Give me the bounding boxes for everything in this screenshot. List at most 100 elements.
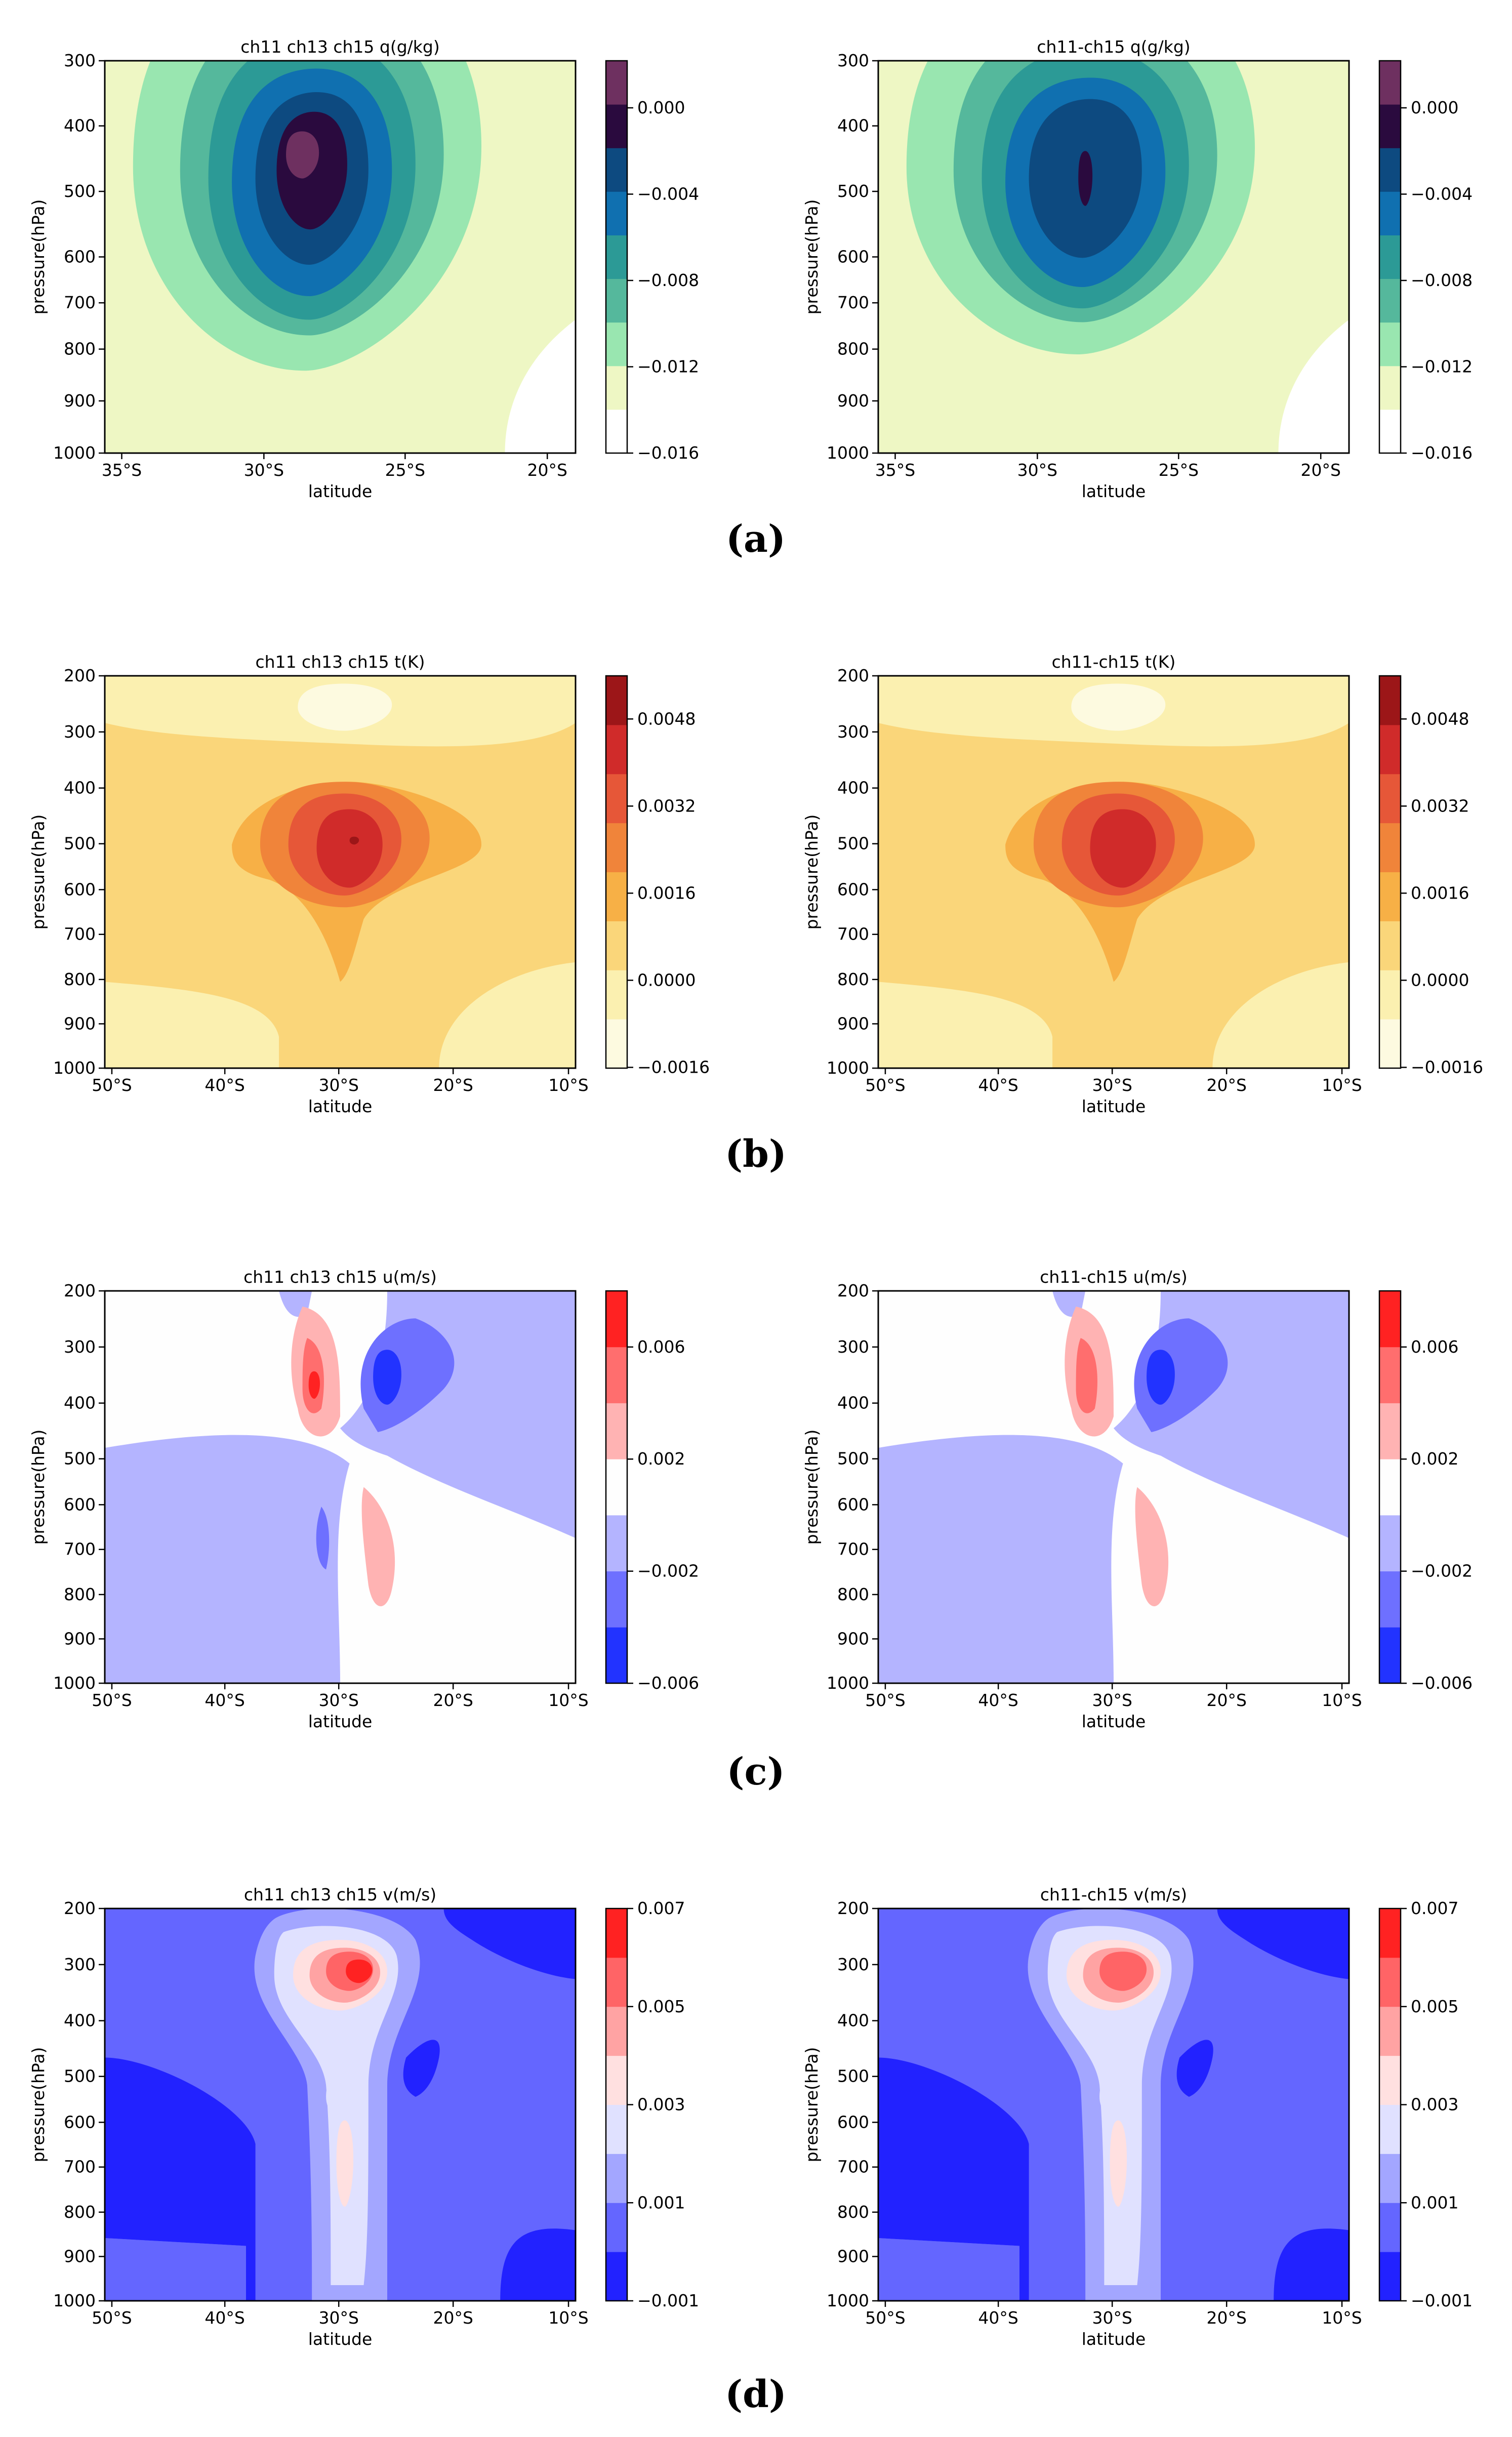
colorbar-tick-label: −0.002 <box>637 1561 699 1581</box>
colorbar-swatch <box>1379 2055 1401 2105</box>
chart-title: ch11-ch15 q(g/kg) <box>1037 37 1190 57</box>
x-axis-label: latitude <box>308 2329 373 2349</box>
y-tick-label: 900 <box>64 391 96 411</box>
colorbar-swatch <box>1379 2104 1401 2154</box>
chart-title: ch11 ch13 ch15 q(g/kg) <box>240 37 439 57</box>
colorbar-swatch <box>606 278 627 323</box>
contour-fill-bottom-right <box>439 962 576 1068</box>
plot-area <box>105 61 576 453</box>
colorbar-tick-label: 0.005 <box>1411 1997 1458 2016</box>
colorbar-swatch <box>1379 1291 1401 1348</box>
x-tick-label: 50°S <box>92 1075 132 1095</box>
colorbar-tick-label: 0.007 <box>1411 1898 1458 1918</box>
y-tick-label: 800 <box>837 339 869 359</box>
contour-fill-positive <box>1278 319 1349 453</box>
contour-fill-level-5 <box>349 836 359 845</box>
colorbar-swatch <box>606 1571 627 1628</box>
colorbar-tick-label: −0.001 <box>1411 2291 1473 2310</box>
contour-fill-bottom-left <box>878 2238 1019 2301</box>
colorbar-swatch <box>606 322 627 367</box>
x-axis-label: latitude <box>308 1096 373 1116</box>
colorbar-swatch <box>1379 774 1401 824</box>
colorbar-swatch <box>606 2203 627 2252</box>
colorbar-swatch <box>1379 2252 1401 2301</box>
y-tick-label: 800 <box>837 969 869 989</box>
contour-fill-level-6 <box>1078 151 1093 206</box>
colorbar-tick-label: 0.002 <box>637 1449 685 1469</box>
y-tick-label: 800 <box>64 1585 96 1604</box>
chart-title: ch11 ch13 ch15 u(m/s) <box>243 1267 437 1287</box>
colorbar-swatch <box>1379 724 1401 775</box>
colorbar-tick-label: 0.0032 <box>637 796 696 816</box>
contour-fill-positive-lower <box>1135 1487 1169 1606</box>
colorbar-tick-label: −0.006 <box>1411 1673 1473 1693</box>
y-tick-label: 400 <box>64 2011 96 2030</box>
colorbar-swatch <box>1379 278 1401 323</box>
colorbar-tick-label: 0.0000 <box>1411 970 1469 990</box>
contour-fill-negative-3 <box>1147 1350 1175 1405</box>
colorbar-tick-label: −0.0016 <box>637 1057 710 1077</box>
y-axis-label: pressure(hPa) <box>28 1430 48 1545</box>
chart-a-right: ch11-ch15 q(g/kg) 35°S 30°S 25°S 20°S latitud… <box>802 37 1473 501</box>
colorbar-frame <box>1378 1290 1402 1684</box>
colorbar-swatch <box>606 1291 627 1348</box>
colorbar-swatch <box>1379 1571 1401 1628</box>
colorbar-swatch <box>1379 823 1401 872</box>
x-tick-label: 20°S <box>433 2308 473 2328</box>
y-tick-label: 1000 <box>53 2291 96 2310</box>
y-tick-label: 600 <box>64 879 96 899</box>
y-tick-label: 600 <box>64 2112 96 2132</box>
y-tick-label: 200 <box>64 1281 96 1301</box>
x-tick-label: 20°S <box>433 1690 473 1710</box>
x-axis-label: latitude <box>308 1712 373 1731</box>
colorbar-swatch <box>606 61 627 105</box>
panel-label: (c) <box>726 1750 785 1794</box>
contour-fill-positive-2 <box>1076 1338 1097 1413</box>
contour-fill-top-min <box>1071 683 1166 731</box>
x-tick-label: 40°S <box>978 1075 1018 1095</box>
colorbar-tick-label: 0.0048 <box>637 709 696 728</box>
x-tick-label: 20°S <box>1206 2308 1246 2328</box>
x-tick-label: 30°S <box>1017 460 1057 480</box>
colorbar-swatch <box>1379 365 1401 410</box>
y-tick-label: 1000 <box>53 1058 96 1078</box>
y-tick-label: 800 <box>64 969 96 989</box>
colorbar-swatch <box>606 1957 627 2007</box>
colorbar-swatch <box>1379 1019 1401 1069</box>
y-axis-label: pressure(hPa) <box>28 2047 48 2163</box>
colorbar-tick-label: 0.000 <box>1411 98 1458 117</box>
x-tick-label: 40°S <box>205 1075 244 1095</box>
x-tick-label: 30°S <box>1092 1690 1132 1710</box>
y-tick-label: 900 <box>837 1013 869 1033</box>
contour-fill-min-left <box>105 2057 256 2301</box>
y-tick-label: 300 <box>837 1955 869 1974</box>
colorbar: 0.007 0.005 0.003 0.001 −0.001 <box>605 1898 699 2310</box>
colorbar-swatch <box>1379 2006 1401 2056</box>
x-tick-label: 50°S <box>865 2308 905 2328</box>
y-axis-label: pressure(hPa) <box>802 1430 822 1545</box>
y-tick-label: 200 <box>64 1898 96 1918</box>
colorbar-swatch <box>1379 1459 1401 1516</box>
x-axis-label: latitude <box>1082 481 1146 501</box>
y-tick-label: 400 <box>64 778 96 798</box>
contour-fill-level-5 <box>1099 1952 1147 1991</box>
colorbar-swatch <box>606 724 627 775</box>
colorbar: 0.006 0.002 −0.002 −0.006 <box>605 1290 699 1693</box>
contour-fill-negative-lower <box>878 1435 1123 1683</box>
x-axis-label: latitude <box>1082 1712 1146 1731</box>
contour-fill-bottom-left <box>105 2238 246 2301</box>
x-tick-label: 30°S <box>244 460 284 480</box>
y-axis-label: pressure(hPa) <box>802 815 822 930</box>
colorbar-frame <box>1378 675 1402 1069</box>
panel-label: (d) <box>725 2373 787 2416</box>
colorbar-swatch <box>1379 235 1401 279</box>
contour-fill-negative-3 <box>373 1350 401 1405</box>
colorbar-swatch <box>1379 921 1401 970</box>
x-tick-label: 20°S <box>1206 1075 1246 1095</box>
x-tick-label: 30°S <box>318 1075 358 1095</box>
contour-fill-min-top <box>1217 1908 1349 1979</box>
colorbar-frame <box>605 60 628 454</box>
contour-fill-negative-lower <box>105 1435 350 1683</box>
x-tick-label: 25°S <box>385 460 425 480</box>
